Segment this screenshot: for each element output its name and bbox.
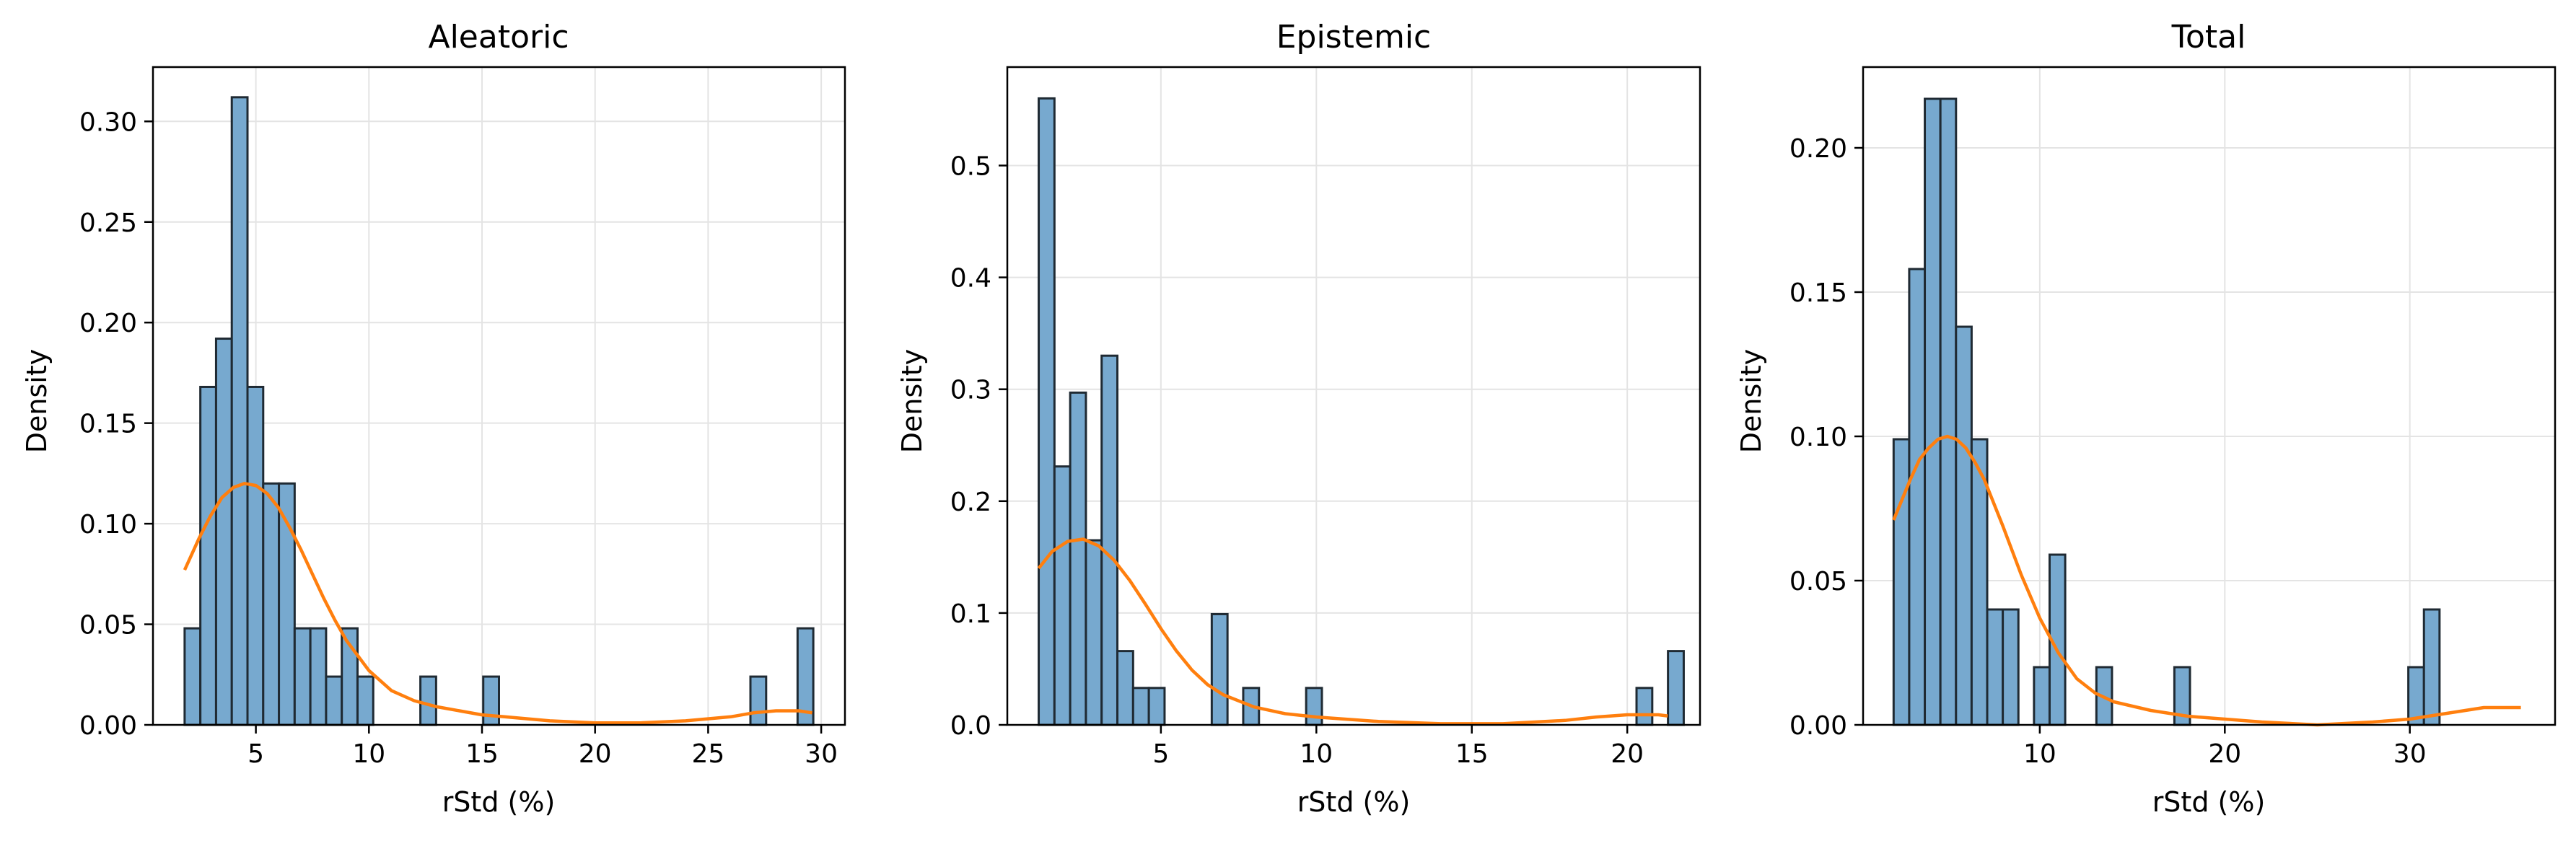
histogram-bar <box>230 96 249 726</box>
y-tick-label: 0.15 <box>1789 278 1847 308</box>
y-axis-label: Density <box>896 349 928 453</box>
histogram-bar <box>1667 650 1685 726</box>
x-tick-label: 20 <box>2208 739 2241 769</box>
y-tick-label: 0.20 <box>1789 134 1847 164</box>
x-tick-label: 30 <box>805 739 838 769</box>
x-tick-label: 25 <box>691 739 724 769</box>
y-tick-label: 0.05 <box>1789 567 1847 596</box>
x-tick-label: 15 <box>465 739 499 769</box>
x-axis-label: rStd (%) <box>1297 786 1411 818</box>
histogram-bar <box>325 675 343 726</box>
y-tick-label: 0.15 <box>79 410 137 439</box>
y-tick-label: 0.10 <box>79 510 137 540</box>
histogram-bar <box>262 482 281 726</box>
y-tick-label: 0.00 <box>1789 711 1847 741</box>
histogram-bar <box>749 675 768 726</box>
histogram-bar <box>1955 325 1973 726</box>
histogram-bar <box>2033 666 2051 726</box>
plot-area: 10 20 30 0.00 0.05 0.10 0.15 0.20 <box>1789 66 2557 769</box>
x-axis-label: rStd (%) <box>2152 786 2266 818</box>
kde-curve <box>1892 434 2521 727</box>
histogram-bar <box>199 385 217 726</box>
x-tick-label: 10 <box>1300 739 1333 769</box>
x-tick-label: 10 <box>352 739 385 769</box>
y-tick-label: 0.25 <box>79 208 137 238</box>
histogram-bar <box>356 675 374 726</box>
x-tick-label: 10 <box>2023 739 2056 769</box>
panel-title: Total <box>2171 19 2246 56</box>
histogram-bar <box>1924 97 1942 726</box>
axes-frame <box>152 66 846 726</box>
plot-area: 5 10 15 20 0.0 0.1 0.2 0.3 0.4 0.5 <box>950 66 1701 769</box>
y-tick-label: 0.4 <box>950 264 991 294</box>
panel-title: Epistemic <box>1276 19 1431 56</box>
x-tick-label: 15 <box>1455 739 1489 769</box>
histogram-bar <box>1038 97 1056 726</box>
plot-area: 5 10 15 20 25 30 0.00 0.05 0.10 0.15 0.20 0.25 0.30 <box>79 66 846 769</box>
histogram-bar <box>1892 438 1911 726</box>
histogram-bar <box>1116 650 1134 726</box>
epistemic-panel: 5 10 15 20 0.0 0.1 0.2 0.3 0.4 0.5 Epistemic rStd… <box>896 19 1701 818</box>
histogram-bar <box>246 385 265 726</box>
y-tick-label: 0.2 <box>950 488 991 517</box>
y-tick-label: 0.20 <box>79 309 137 338</box>
aleatoric-panel: 5 10 15 20 25 300.000.050.100.150.200.250.30 … <box>21 19 846 818</box>
x-tick-label: 30 <box>2393 739 2427 769</box>
histogram-bar <box>309 627 328 726</box>
histogram-bar <box>1908 268 1927 726</box>
axes-frame <box>1006 66 1701 726</box>
histogram-bar <box>214 338 233 726</box>
histogram-bar <box>293 627 312 726</box>
y-tick-label: 0.0 <box>950 711 991 741</box>
y-tick-label: 0.10 <box>1789 423 1847 452</box>
histogram-bar <box>1053 465 1072 726</box>
y-axis-label: Density <box>1735 349 1767 453</box>
histogram-bar <box>1305 687 1323 726</box>
total-panel: 10 20 30 0.00 0.05 0.10 0.15 0.20 Total rStd (%… <box>1735 19 2557 818</box>
y-tick-label: 0.30 <box>79 107 137 137</box>
histogram-bar <box>1210 612 1229 726</box>
panel-title: Aleatoric <box>428 19 569 56</box>
histogram-bar <box>1085 539 1103 726</box>
y-axis-label: Density <box>21 349 53 453</box>
histogram-bar <box>2422 608 2441 726</box>
x-tick-label: 5 <box>247 739 264 769</box>
histogram-bar <box>1069 391 1087 726</box>
y-tick-label: 0.05 <box>79 611 137 640</box>
x-axis-label: rStd (%) <box>442 786 556 818</box>
histogram-bar <box>183 627 202 726</box>
kde-curve <box>1037 537 1668 726</box>
kde-curve <box>183 482 812 725</box>
histogram-bar <box>1986 608 2005 726</box>
x-tick-label: 20 <box>1611 739 1644 769</box>
axes-frame <box>1862 66 2557 726</box>
y-tick-label: 0.1 <box>950 599 991 629</box>
x-tick-label: 20 <box>579 739 612 769</box>
histogram-bar <box>1147 687 1166 726</box>
histogram-bar <box>1131 687 1150 726</box>
y-tick-label: 0.5 <box>950 151 991 181</box>
histogram-bar <box>419 675 437 726</box>
histogram-bar <box>1635 687 1654 726</box>
histogram-bar <box>1100 354 1119 726</box>
y-tick-label: 0.3 <box>950 376 991 405</box>
histogram-bar <box>2002 608 2020 726</box>
y-tick-label: 0.00 <box>79 711 137 741</box>
x-tick-label: 5 <box>1152 739 1169 769</box>
histogram-bar <box>1939 97 1958 726</box>
